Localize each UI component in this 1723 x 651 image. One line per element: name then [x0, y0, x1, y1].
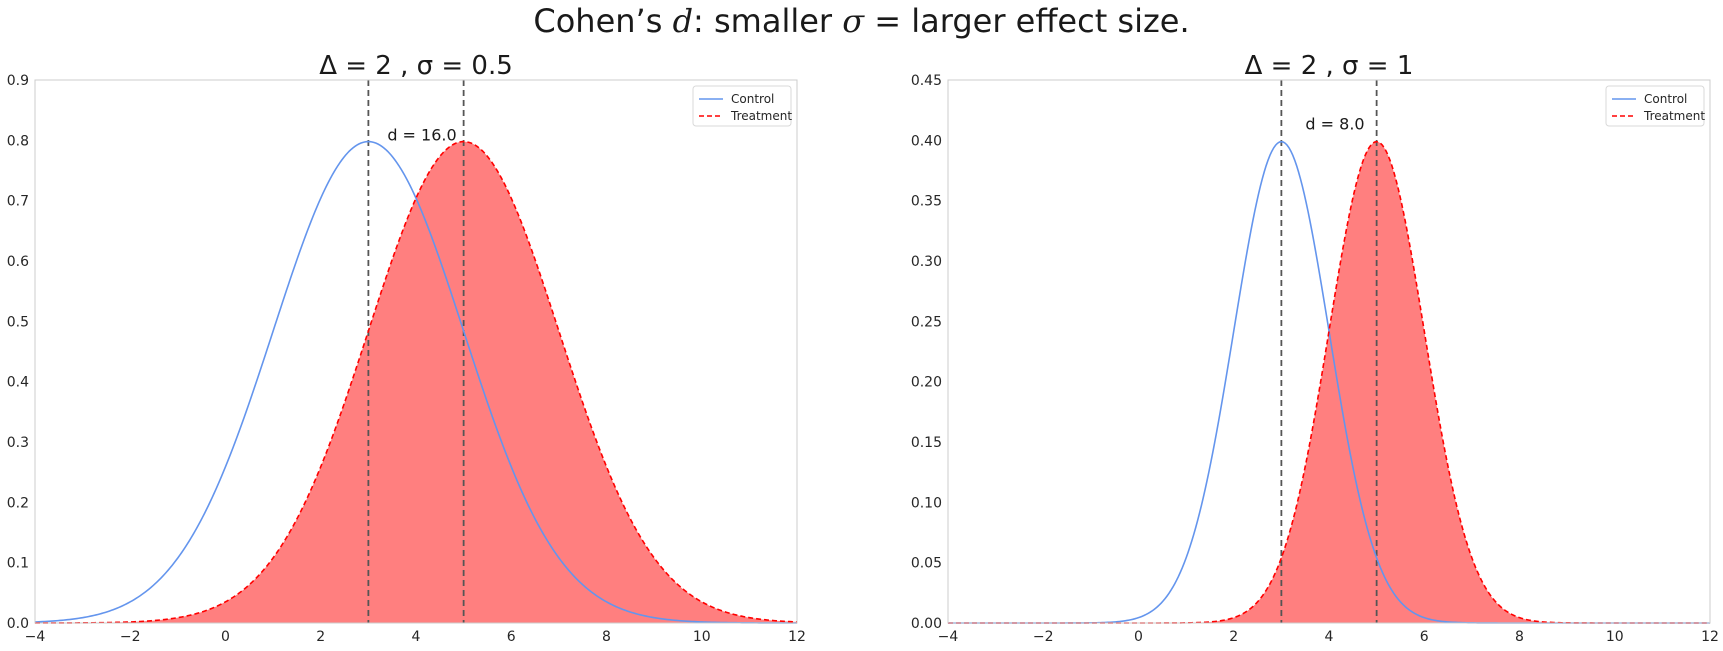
x-tick-label: 8 [1515, 629, 1524, 645]
x-tick-label: 4 [412, 629, 421, 645]
y-tick-label: 0.5 [7, 314, 29, 330]
chart-panel-2: −4 −2 0 2 4 6 8 10 12 0.00 0.05 0.10 0.15 0.20 0.25 0.3… [911, 51, 1719, 645]
suptitle-sigma: σ [842, 2, 865, 40]
x-tick-label: 0 [221, 629, 230, 645]
suptitle-suffix: = larger effect size. [864, 2, 1190, 40]
y-tick-label: 0.25 [911, 314, 942, 330]
x-tick-label: 10 [1606, 629, 1624, 645]
y-tick-label: 0.00 [911, 616, 942, 632]
suptitle-prefix: Cohen’s [533, 2, 673, 40]
x-tick-label: −2 [120, 629, 141, 645]
x-tick-label: 6 [507, 629, 516, 645]
x-tick-label: −4 [25, 629, 46, 645]
y-tick-label: 0.9 [7, 73, 29, 89]
plot-frame [947, 79, 1711, 624]
x-tick-label: 2 [1229, 629, 1238, 645]
y-tick-label: 0.15 [911, 435, 942, 451]
y-tick-label: 0.40 [911, 133, 942, 149]
effect-size-annotation: d = 16.0 [387, 126, 456, 145]
panel-title: Δ = 2 , σ = 0.5 [319, 51, 513, 81]
y-tick-label: 0.2 [7, 495, 29, 511]
chart-panel-1: −4 −2 0 2 4 6 8 10 12 0.0 0.1 0.2 0.3 0.4 0.5 0.6 0.7 0.8… [7, 51, 806, 645]
y-tick-label: 0.6 [7, 254, 29, 270]
panel-title: Δ = 2 , σ = 1 [1245, 51, 1414, 81]
y-tick-label: 0.8 [7, 133, 29, 149]
suptitle-d: d [672, 2, 694, 40]
x-tick-label: 0 [1134, 629, 1143, 645]
y-tick-label: 0.05 [911, 556, 942, 572]
y-tick-label: 0.45 [911, 73, 942, 89]
x-tick-label: 12 [788, 629, 806, 645]
legend: Control Treatment [692, 85, 792, 127]
x-tick-label: −2 [1033, 629, 1054, 645]
legend-label-control: Control [1644, 92, 1687, 106]
x-tick-label: 6 [1420, 629, 1429, 645]
y-tick-label: 0.0 [7, 616, 29, 632]
series-line-control [34, 140, 797, 624]
x-tick-label: 2 [316, 629, 325, 645]
y-tick-label: 0.10 [911, 495, 942, 511]
y-tick-label: 0.30 [911, 254, 942, 270]
x-tick-label: 10 [693, 629, 711, 645]
y-tick-label: 0.3 [7, 435, 29, 451]
suptitle-mid: : smaller [693, 2, 843, 40]
x-tick-label: 8 [602, 629, 611, 645]
effect-size-annotation: d = 8.0 [1305, 115, 1364, 134]
legend-label-control: Control [731, 92, 774, 106]
plot-frame [34, 79, 798, 624]
legend-label-treatment: Treatment [730, 109, 792, 123]
y-tick-label: 0.35 [911, 194, 942, 210]
y-tick-label: 0.7 [7, 194, 29, 210]
x-tick-label: −4 [938, 629, 959, 645]
y-tick-label: 0.1 [7, 556, 29, 572]
series-fill-treatment [35, 141, 797, 623]
x-tick-label: 4 [1325, 629, 1334, 645]
series-fill-treatment [948, 141, 1710, 623]
x-tick-label: 12 [1701, 629, 1719, 645]
legend: Control Treatment [1605, 85, 1705, 127]
legend-label-treatment: Treatment [1643, 109, 1705, 123]
figure-title: Cohen’s d: smaller σ = larger effect siz… [0, 2, 1723, 40]
y-tick-label: 0.20 [911, 375, 942, 391]
y-tick-label: 0.4 [7, 375, 29, 391]
